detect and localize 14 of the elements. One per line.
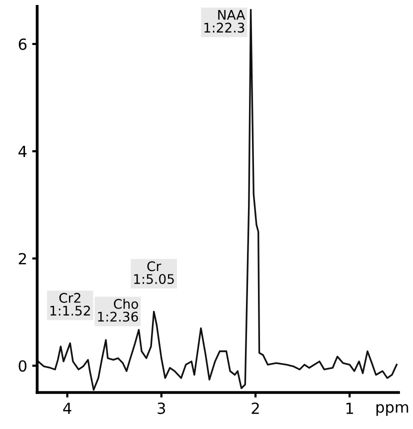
y-tick-label: 6 — [18, 38, 26, 50]
annotation: Cr2 1:1.52 — [50, 292, 90, 316]
line-series — [37, 8, 398, 391]
annotation: Cr 1:5.05 — [134, 261, 174, 284]
x-tick-label: 1 — [346, 402, 354, 414]
x-tick-label: 3 — [158, 402, 166, 414]
x-tick-label: 4 — [63, 402, 72, 414]
y-tick-label: 4 — [18, 146, 27, 158]
y-tick-label: 0 — [18, 360, 26, 372]
annotation: NAA 1:22.3 — [204, 10, 246, 33]
x-axis-title: ppm — [376, 404, 408, 416]
x-tick-label: 2 — [252, 402, 259, 414]
y-tick-label: 2 — [18, 252, 26, 264]
annotation: Cho 1:2.36 — [98, 298, 138, 322]
